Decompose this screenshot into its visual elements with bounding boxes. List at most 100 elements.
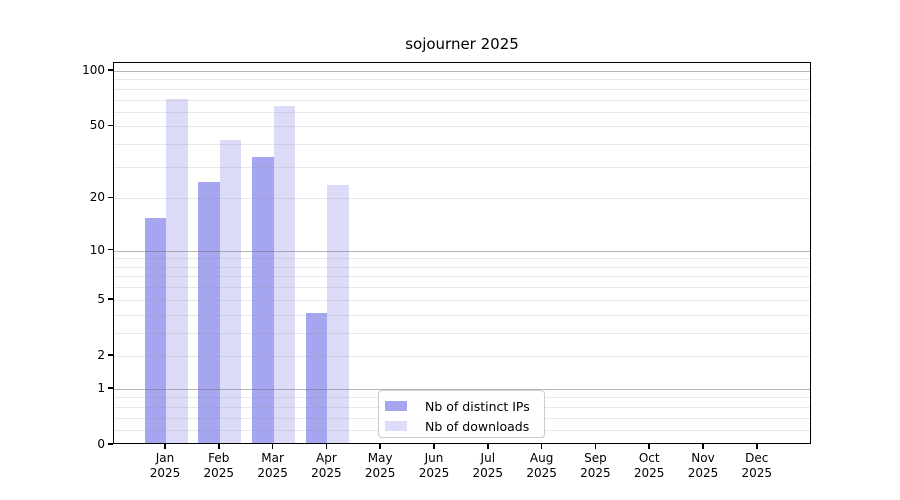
x-tick-label: Feb 2025 [189,451,249,481]
y-tick-label: 50 [89,118,105,133]
bar-nb-of-distinct-ips-mar [252,157,274,443]
y-tick-mark [108,387,113,389]
minor-gridline [114,126,810,128]
x-tick-year: 2025 [149,466,181,480]
x-tick-label: Jan 2025 [135,451,195,481]
x-tick-month: Jan [155,451,175,465]
x-tick-month: Nov [691,451,715,465]
minor-gridline [114,276,810,278]
x-tick-year: 2025 [580,466,611,480]
x-tick-label: Oct 2025 [619,451,679,481]
y-tick-label: 100 [82,62,105,77]
legend-label-nb-of-downloads: Nb of downloads [425,418,530,434]
major-gridline [114,250,810,252]
legend: Nb of distinct IPs Nb of downloads [378,390,545,438]
y-tick-mark [108,124,113,127]
minor-gridline [114,166,810,168]
x-tick-year: 2025 [741,466,773,480]
minor-gridline [114,299,810,301]
y-tick-mark [108,248,113,251]
legend-label-nb-of-distinct-ips: Nb of distinct IPs [425,398,530,414]
x-tick-mark [648,444,650,449]
y-tick-label: 1 [97,380,105,395]
minor-gridline [114,314,810,316]
legend-item-nb-of-downloads: Nb of downloads [385,417,544,435]
y-tick-mark [108,443,113,445]
x-tick-mark [756,444,758,449]
legend-item-nb-of-distinct-ips: Nb of distinct IPs [385,397,544,415]
chart-title: sojourner 2025 [405,35,519,53]
minor-gridline [114,99,810,101]
x-tick-mark [487,444,489,449]
bar-nb-of-distinct-ips-feb [198,182,220,443]
x-tick-month: Oct [638,451,660,465]
x-tick-mark [540,444,543,449]
x-tick-mark [379,444,381,449]
x-tick-year: 2025 [526,466,557,480]
y-tick-mark [108,298,113,300]
x-tick-mark [164,444,166,449]
minor-gridline [114,111,810,113]
minor-gridline [114,144,810,146]
y-tick-mark [108,354,113,356]
legend-swatch-nb-of-distinct-ips [385,401,407,411]
x-tick-month: May [367,451,393,465]
x-tick-label: Mar 2025 [243,451,303,481]
bar-nb-of-distinct-ips-jan [144,218,166,443]
y-tick-label: 10 [89,242,105,257]
y-tick-label: 5 [97,291,105,306]
x-tick-month: Mar [261,451,284,465]
x-tick-year: 2025 [203,466,235,480]
x-tick-mark [218,444,220,449]
x-tick-month: Feb [208,451,230,465]
x-tick-year: 2025 [257,466,288,480]
bar-nb-of-downloads-feb [219,140,242,443]
major-gridline [114,388,810,390]
x-tick-mark [325,444,328,449]
x-tick-label: May 2025 [350,451,410,481]
x-tick-mark [594,444,597,449]
x-tick-month: Aug [529,451,554,465]
minor-gridline [114,332,810,334]
x-tick-year: 2025 [687,466,719,480]
minor-gridline [114,287,810,289]
y-tick-label: 2 [97,347,105,362]
x-tick-label: Sep 2025 [565,451,625,481]
minor-gridline [114,355,810,357]
minor-gridline [114,266,810,268]
x-tick-label: Dec 2025 [727,451,787,481]
x-tick-month: Dec [745,451,769,465]
x-tick-label: Aug 2025 [512,451,572,481]
x-tick-month: Jun [424,451,444,465]
legend-swatch-nb-of-downloads [385,421,407,431]
x-tick-label: Jun 2025 [404,451,464,481]
x-tick-year: 2025 [311,466,342,480]
minor-gridline [114,79,810,81]
bar-nb-of-downloads-mar [273,105,296,443]
minor-gridline [114,198,810,200]
x-tick-year: 2025 [418,466,450,480]
x-tick-mark [433,444,435,449]
x-tick-label: Apr 2025 [296,451,356,481]
x-tick-year: 2025 [472,466,504,480]
x-tick-label: Nov 2025 [673,451,733,481]
major-gridline [114,70,810,72]
x-tick-mark [271,444,274,449]
minor-gridline [114,88,810,90]
x-tick-label: Jul 2025 [458,451,518,481]
x-tick-month: Sep [584,451,607,465]
x-tick-month: Apr [316,451,337,465]
y-tick-mark [108,69,113,71]
minor-gridline [114,258,810,260]
y-tick-mark [108,196,113,199]
bar-nb-of-downloads-jan [166,98,188,443]
x-tick-mark [702,444,704,449]
x-tick-month: Jul [480,451,496,465]
bar-nb-of-distinct-ips-apr [305,312,328,443]
y-tick-label: 20 [89,190,105,205]
x-tick-year: 2025 [364,466,396,480]
x-tick-year: 2025 [633,466,665,480]
plot-area [113,62,811,444]
bar-nb-of-downloads-apr [327,185,349,443]
